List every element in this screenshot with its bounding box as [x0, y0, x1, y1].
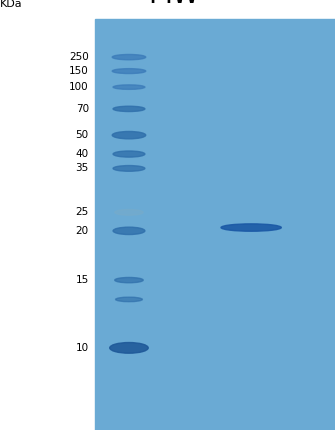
Text: 70: 70 [76, 104, 89, 114]
Text: 40: 40 [76, 149, 89, 159]
Ellipse shape [115, 277, 143, 283]
Ellipse shape [221, 224, 281, 231]
Text: 250: 250 [69, 52, 89, 62]
Text: 15: 15 [75, 275, 89, 285]
Ellipse shape [113, 166, 145, 171]
Text: 25: 25 [75, 207, 89, 217]
Ellipse shape [112, 69, 146, 74]
Ellipse shape [113, 85, 145, 89]
Text: 35: 35 [75, 163, 89, 173]
Ellipse shape [115, 209, 143, 215]
Text: 100: 100 [69, 82, 89, 92]
Text: 50: 50 [76, 130, 89, 140]
Text: 150: 150 [69, 66, 89, 76]
Text: MW: MW [148, 0, 200, 9]
Text: 10: 10 [76, 343, 89, 353]
Text: 20: 20 [76, 226, 89, 236]
Ellipse shape [113, 106, 145, 111]
Text: KDa: KDa [0, 0, 23, 9]
Ellipse shape [112, 132, 146, 139]
Ellipse shape [116, 297, 142, 302]
Ellipse shape [113, 151, 145, 157]
Ellipse shape [112, 55, 146, 60]
Bar [95, 19, 335, 430]
Ellipse shape [113, 227, 145, 234]
Ellipse shape [110, 343, 148, 353]
